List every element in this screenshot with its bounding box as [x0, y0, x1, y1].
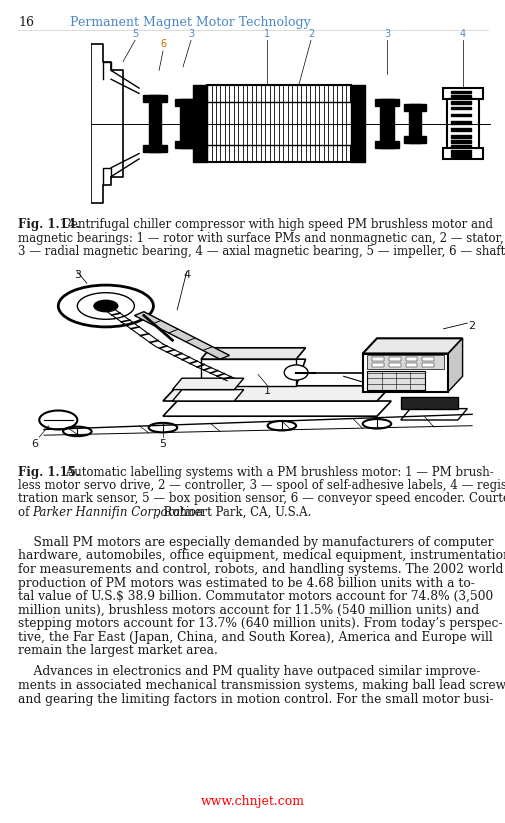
Text: million units), brushless motors account for 11.5% (540 million units) and: million units), brushless motors account… [18, 603, 478, 616]
Bar [450, 101, 470, 104]
Text: for measurements and control, robots, and handling systems. The 2002 world: for measurements and control, robots, an… [18, 563, 502, 576]
Text: tive, the Far East (Japan, China, and South Korea), America and Europe will: tive, the Far East (Japan, China, and So… [18, 630, 492, 644]
Polygon shape [134, 312, 229, 359]
Text: production of PM motors was estimated to be 4.68 billion units with a to-: production of PM motors was estimated to… [18, 576, 474, 589]
Bar [372, 363, 383, 367]
Bar [207, 85, 350, 162]
Bar [421, 357, 433, 361]
Bar [388, 363, 400, 367]
Text: www.chnjet.com: www.chnjet.com [200, 795, 305, 808]
Text: Advances in electronics and PM quality have outpaced similar improve-: Advances in electronics and PM quality h… [18, 666, 479, 678]
Bar [362, 354, 447, 392]
Bar [367, 370, 424, 389]
Text: 5: 5 [132, 29, 138, 39]
Ellipse shape [94, 300, 118, 312]
Text: Parker Hannifin Corporation: Parker Hannifin Corporation [32, 505, 203, 518]
Text: hardware, automobiles, office equipment, medical equipment, instrumentation: hardware, automobiles, office equipment,… [18, 550, 505, 562]
Text: Automatic labelling systems with a PM brushless motor: 1 — PM brush-: Automatic labelling systems with a PM br… [62, 466, 493, 479]
Bar [408, 104, 420, 143]
Bar [442, 88, 482, 99]
Text: 3: 3 [383, 29, 389, 39]
Text: 2: 2 [468, 321, 475, 331]
Text: Small PM motors are especially demanded by manufacturers of computer: Small PM motors are especially demanded … [18, 536, 492, 549]
Bar [374, 142, 398, 148]
Bar [450, 114, 470, 116]
Text: tration mark sensor, 5 — box position sensor, 6 — conveyor speed encoder. Courte: tration mark sensor, 5 — box position se… [18, 492, 505, 505]
Text: 4: 4 [183, 270, 190, 280]
Bar [175, 99, 198, 106]
Text: 16: 16 [18, 16, 34, 29]
Bar [405, 363, 417, 367]
Text: ments in associated mechanical transmission systems, making ball lead screws: ments in associated mechanical transmiss… [18, 679, 505, 692]
Bar [200, 359, 295, 386]
Bar [450, 155, 470, 157]
Text: 3 — radial magnetic bearing, 4 — axial magnetic bearing, 5 — impeller, 6 — shaft: 3 — radial magnetic bearing, 4 — axial m… [18, 245, 505, 258]
Polygon shape [172, 379, 243, 389]
Polygon shape [400, 408, 467, 420]
Bar [400, 398, 457, 408]
Bar [149, 95, 161, 151]
Bar [367, 356, 443, 369]
Polygon shape [447, 338, 462, 392]
Bar [143, 145, 167, 151]
Text: Fig. 1.15.: Fig. 1.15. [18, 466, 80, 479]
Ellipse shape [284, 365, 308, 380]
Text: 4: 4 [459, 29, 465, 39]
Bar [175, 142, 198, 148]
Polygon shape [362, 338, 462, 354]
Bar [374, 99, 398, 106]
Bar [405, 357, 417, 361]
Bar [446, 99, 478, 148]
Text: remain the largest market area.: remain the largest market area. [18, 644, 218, 657]
Text: Centrifugal chiller compressor with high speed PM brushless motor and: Centrifugal chiller compressor with high… [62, 218, 492, 231]
Text: stepping motors account for 13.7% (640 million units). From today’s perspec-: stepping motors account for 13.7% (640 m… [18, 617, 501, 630]
Bar [450, 128, 470, 131]
Bar [450, 107, 470, 109]
Text: magnetic bearings: 1 — rotor with surface PMs and nonmagnetic can, 2 — stator,: magnetic bearings: 1 — rotor with surfac… [18, 231, 503, 244]
Text: 2: 2 [307, 29, 314, 39]
Bar [450, 91, 470, 93]
Bar [450, 135, 470, 137]
Bar [180, 99, 193, 148]
Text: 3: 3 [187, 29, 194, 39]
Text: , Rohnert Park, CA, U.S.A.: , Rohnert Park, CA, U.S.A. [156, 505, 311, 518]
Bar [450, 95, 470, 98]
Bar [450, 121, 470, 123]
Polygon shape [200, 359, 305, 386]
Bar [450, 145, 470, 147]
Bar [350, 85, 364, 162]
Text: 6: 6 [31, 439, 38, 449]
Bar [192, 85, 207, 162]
Text: of: of [18, 505, 33, 518]
Bar [421, 363, 433, 367]
Text: Fig. 1.14.: Fig. 1.14. [18, 218, 80, 231]
Text: 5: 5 [159, 439, 166, 449]
Bar [450, 140, 470, 143]
Bar [403, 136, 425, 143]
Text: 3: 3 [74, 270, 81, 280]
Bar [207, 102, 350, 145]
Polygon shape [200, 348, 305, 359]
Text: and gearing the limiting factors in motion control. For the small motor busi-: and gearing the limiting factors in moti… [18, 692, 493, 705]
Text: Permanent Magnet Motor Technology: Permanent Magnet Motor Technology [70, 16, 310, 29]
Bar [372, 357, 383, 361]
Text: tal value of U.S.$ 38.9 billion. Commutator motors account for 74.8% (3,500: tal value of U.S.$ 38.9 billion. Commuta… [18, 590, 492, 603]
Bar [388, 357, 400, 361]
Bar [143, 95, 167, 102]
Text: 1: 1 [264, 29, 270, 39]
Bar [442, 148, 482, 159]
Polygon shape [172, 389, 243, 401]
Text: 6: 6 [160, 40, 166, 49]
Text: less motor servo drive, 2 — controller, 3 — spool of self-adhesive labels, 4 — r: less motor servo drive, 2 — controller, … [18, 479, 505, 492]
Bar [450, 150, 470, 153]
Polygon shape [163, 401, 390, 416]
Polygon shape [163, 386, 390, 401]
Bar [403, 104, 425, 111]
Bar [379, 99, 393, 148]
Text: 1: 1 [264, 386, 271, 396]
